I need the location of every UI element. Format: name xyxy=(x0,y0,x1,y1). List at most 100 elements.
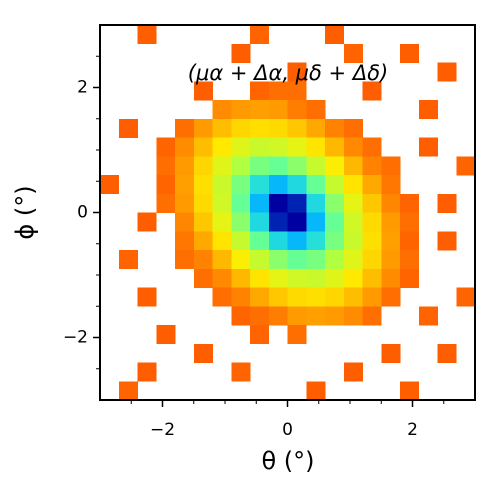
heatmap-cell xyxy=(287,212,307,232)
heatmap-cell xyxy=(193,231,213,251)
heatmap-cell xyxy=(287,175,307,195)
heatmap-cell xyxy=(212,193,232,213)
heatmap-cell xyxy=(306,118,326,138)
heatmap-cell xyxy=(250,100,270,120)
heatmap-cell xyxy=(381,343,401,363)
heatmap-cell xyxy=(325,193,345,213)
heatmap-cell xyxy=(325,231,345,251)
heatmap-cell xyxy=(381,212,401,232)
heatmap-cell xyxy=(400,212,420,232)
heatmap-cell xyxy=(212,287,232,307)
heatmap-cell xyxy=(175,175,195,195)
heatmap-cell xyxy=(175,231,195,251)
heatmap-cell xyxy=(268,231,288,251)
heatmap-cell xyxy=(193,175,213,195)
heatmap-cell xyxy=(306,287,326,307)
heatmap-cell xyxy=(100,175,120,195)
heatmap-cell xyxy=(381,268,401,288)
heatmap-cell xyxy=(362,212,382,232)
heatmap-cell xyxy=(418,306,438,326)
heatmap-cell xyxy=(325,268,345,288)
heatmap-cell xyxy=(381,193,401,213)
heatmap-cell xyxy=(231,175,251,195)
heatmap-cell xyxy=(175,193,195,213)
heatmap-cell xyxy=(287,193,307,213)
heatmap-cell xyxy=(175,118,195,138)
heatmap-cell xyxy=(268,156,288,176)
heatmap-cell xyxy=(250,212,270,232)
heatmap-cell xyxy=(250,287,270,307)
heatmap-cell xyxy=(193,137,213,157)
heatmap-cell xyxy=(287,156,307,176)
heatmap-cell xyxy=(381,250,401,270)
heatmap-cell xyxy=(362,156,382,176)
heatmap-cell xyxy=(268,175,288,195)
heatmap-cell xyxy=(231,212,251,232)
heatmap-cell xyxy=(193,193,213,213)
heatmap-cell xyxy=(306,212,326,232)
heatmap-cell xyxy=(343,231,363,251)
heatmap-cell xyxy=(343,212,363,232)
heatmap-cell xyxy=(362,268,382,288)
heatmap-cell xyxy=(156,137,176,157)
heatmap-cell xyxy=(287,325,307,345)
heatmap-cell xyxy=(193,250,213,270)
heatmap-cell xyxy=(287,287,307,307)
heatmap-cell xyxy=(306,231,326,251)
heatmap-cell xyxy=(437,62,457,82)
heatmap-cell xyxy=(268,250,288,270)
heatmap-cell xyxy=(400,250,420,270)
heatmap-cell xyxy=(362,231,382,251)
heatmap-cell xyxy=(325,156,345,176)
heatmap-cell xyxy=(306,306,326,326)
heatmap-cell xyxy=(250,156,270,176)
heatmap-cell xyxy=(231,156,251,176)
heatmap-cell xyxy=(212,268,232,288)
heatmap-cell xyxy=(231,362,251,382)
heatmap-cell xyxy=(250,250,270,270)
heatmap-cell xyxy=(268,268,288,288)
heatmap-cell xyxy=(212,231,232,251)
heatmap-cell xyxy=(175,156,195,176)
heatmap-cell xyxy=(231,43,251,63)
heatmap-cell xyxy=(268,193,288,213)
heatmap-cell xyxy=(137,362,157,382)
heatmap-cell xyxy=(250,268,270,288)
heatmap-cell xyxy=(343,118,363,138)
heatmap-cell xyxy=(400,193,420,213)
heatmap-cell xyxy=(287,118,307,138)
heatmap-cell xyxy=(287,231,307,251)
heatmap-cell xyxy=(306,137,326,157)
heatmap-cell xyxy=(156,156,176,176)
heatmap-cell xyxy=(362,250,382,270)
heatmap-cell xyxy=(193,156,213,176)
heatmap-cell xyxy=(325,306,345,326)
heatmap-cell xyxy=(193,118,213,138)
heatmap-cell xyxy=(231,287,251,307)
heatmap-cell xyxy=(231,268,251,288)
heatmap-cell xyxy=(231,118,251,138)
heatmap-cell xyxy=(456,287,476,307)
heatmap-cell xyxy=(231,100,251,120)
y-axis-label: ϕ (°) xyxy=(11,185,39,239)
heatmap-cell xyxy=(268,306,288,326)
heatmap-cell xyxy=(381,231,401,251)
x-tick-label: 0 xyxy=(282,420,293,440)
heatmap-cell xyxy=(343,268,363,288)
heatmap-cell xyxy=(437,193,457,213)
heatmap-cell xyxy=(381,156,401,176)
heatmap-cell xyxy=(193,268,213,288)
heatmap-cell xyxy=(287,81,307,101)
heatmap-cell xyxy=(175,137,195,157)
heatmap-cell xyxy=(418,100,438,120)
heatmap-cell xyxy=(343,287,363,307)
heatmap-cell xyxy=(193,212,213,232)
heatmap-cell xyxy=(193,343,213,363)
heatmap-cell xyxy=(250,25,270,45)
heatmap-cell xyxy=(156,193,176,213)
x-axis-label: θ (°) xyxy=(261,447,314,475)
y-tick-label: −2 xyxy=(63,328,88,348)
heatmap-cell xyxy=(287,137,307,157)
heatmap-cell xyxy=(343,43,363,63)
